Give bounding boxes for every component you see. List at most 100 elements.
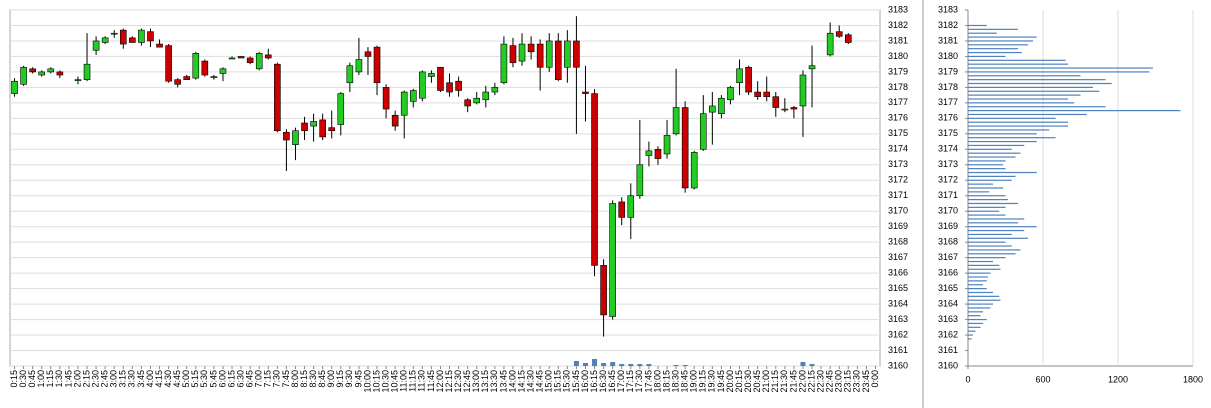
candle-body — [11, 80, 18, 94]
candle-body — [672, 107, 680, 135]
x-tick-label: 0 — [965, 374, 970, 384]
x-tick-label: 8:30 — [308, 370, 318, 388]
x-tick-label: 3:15 — [118, 370, 128, 388]
x-tick-label: 1200 — [1108, 374, 1128, 384]
y-tick-label: 3183 — [938, 4, 958, 14]
y-tick-label: 3168 — [938, 237, 958, 247]
x-tick-label: 10:15 — [371, 370, 381, 393]
y-tick-label: 3169 — [938, 221, 958, 231]
bar — [968, 315, 981, 317]
candle-body — [790, 107, 798, 110]
candle-body — [283, 131, 290, 141]
candle-body — [319, 119, 326, 138]
x-tick-label: 11:30 — [417, 370, 427, 392]
x-tick-label: 16:00 — [580, 370, 590, 393]
candle-body — [174, 79, 181, 85]
x-tick-label: 11:00 — [399, 370, 409, 392]
x-tick-label: 2:15 — [81, 370, 91, 388]
candle-body — [654, 149, 662, 159]
volume-bar — [809, 364, 815, 366]
bar — [968, 102, 1075, 104]
x-tick-label: 22:15 — [806, 370, 816, 393]
bar — [968, 307, 991, 309]
x-tick-label: 6:00 — [217, 370, 227, 388]
candle-body — [437, 66, 444, 91]
candle-body — [428, 73, 435, 77]
volume-bar — [628, 364, 634, 366]
candle-body — [246, 57, 254, 63]
x-tick-label: 1:30 — [54, 370, 64, 388]
x-tick-label: 20:00 — [725, 370, 735, 393]
x-tick-label: 15:00 — [544, 370, 554, 393]
bar — [968, 191, 990, 193]
bar — [968, 338, 972, 340]
x-tick-label: 19:15 — [698, 370, 708, 393]
bar — [968, 226, 1037, 228]
bar — [968, 326, 981, 328]
bar — [968, 79, 1106, 81]
candle-body — [119, 29, 127, 45]
bar — [968, 51, 1022, 54]
candle-body — [446, 82, 453, 93]
candle-body — [491, 87, 499, 93]
bar — [968, 110, 1181, 112]
y-tick-label: 3179 — [888, 66, 908, 76]
x-tick-label: 4:30 — [163, 370, 173, 388]
y-tick-label: 3175 — [888, 128, 908, 138]
x-tick-label: 16:30 — [598, 370, 608, 393]
bar — [968, 318, 987, 321]
y-tick-label: 3182 — [888, 20, 908, 30]
x-tick-label: 15:45 — [571, 370, 581, 393]
candle-body — [536, 43, 544, 68]
x-tick-label: 1:00 — [36, 370, 46, 388]
plot-area — [9, 9, 881, 367]
x-tick-label: 12:45 — [462, 370, 472, 393]
bar — [968, 44, 1028, 46]
x-tick-label: 6:30 — [235, 370, 245, 388]
x-tick-label: 6:45 — [245, 370, 255, 388]
bar — [968, 330, 976, 332]
bar — [968, 113, 1087, 116]
bar — [968, 202, 1018, 205]
bar — [968, 164, 1003, 166]
candle-body — [264, 54, 272, 59]
bar — [968, 233, 1012, 236]
bar — [968, 334, 973, 336]
candle-body — [518, 43, 526, 62]
candle-body — [636, 164, 644, 197]
bar — [968, 237, 1028, 239]
x-tick-label: 14:00 — [507, 370, 517, 393]
x-tick-label: 23:15 — [843, 370, 853, 393]
y-tick-label: 3164 — [938, 298, 958, 308]
candle-body — [147, 31, 154, 42]
x-tick-label: 20:15 — [734, 370, 744, 393]
volume-bar — [682, 365, 688, 366]
y-tick-label: 3176 — [888, 113, 908, 123]
bar — [968, 67, 1153, 69]
y-tick-label: 3163 — [938, 314, 958, 324]
candle-body — [29, 68, 36, 73]
y-tick-label: 3164 — [888, 298, 908, 308]
y-tick-label: 3183 — [888, 4, 908, 14]
y-tick-label: 3177 — [938, 97, 958, 107]
x-tick-label: 14:45 — [535, 370, 545, 393]
bar — [968, 175, 1016, 177]
x-tick-label: 600 — [1035, 374, 1050, 384]
y-tick-label: 3162 — [938, 329, 958, 339]
candle-body — [274, 63, 281, 132]
x-tick-label: 22:00 — [797, 370, 807, 393]
y-tick-label: 3174 — [938, 144, 958, 154]
candle-body — [382, 87, 390, 110]
bar — [968, 311, 983, 313]
x-tick-label: 21:45 — [788, 370, 798, 393]
candle-body — [83, 63, 91, 80]
x-tick-label: 18:45 — [680, 370, 690, 393]
candle-body — [110, 32, 118, 35]
x-tick-label: 18:15 — [661, 370, 671, 393]
bar — [968, 117, 1056, 119]
candle-body — [582, 91, 589, 94]
bar — [968, 94, 1081, 96]
bar — [968, 291, 993, 294]
y-tick-label: 3161 — [888, 345, 908, 355]
candle-body — [754, 91, 761, 97]
